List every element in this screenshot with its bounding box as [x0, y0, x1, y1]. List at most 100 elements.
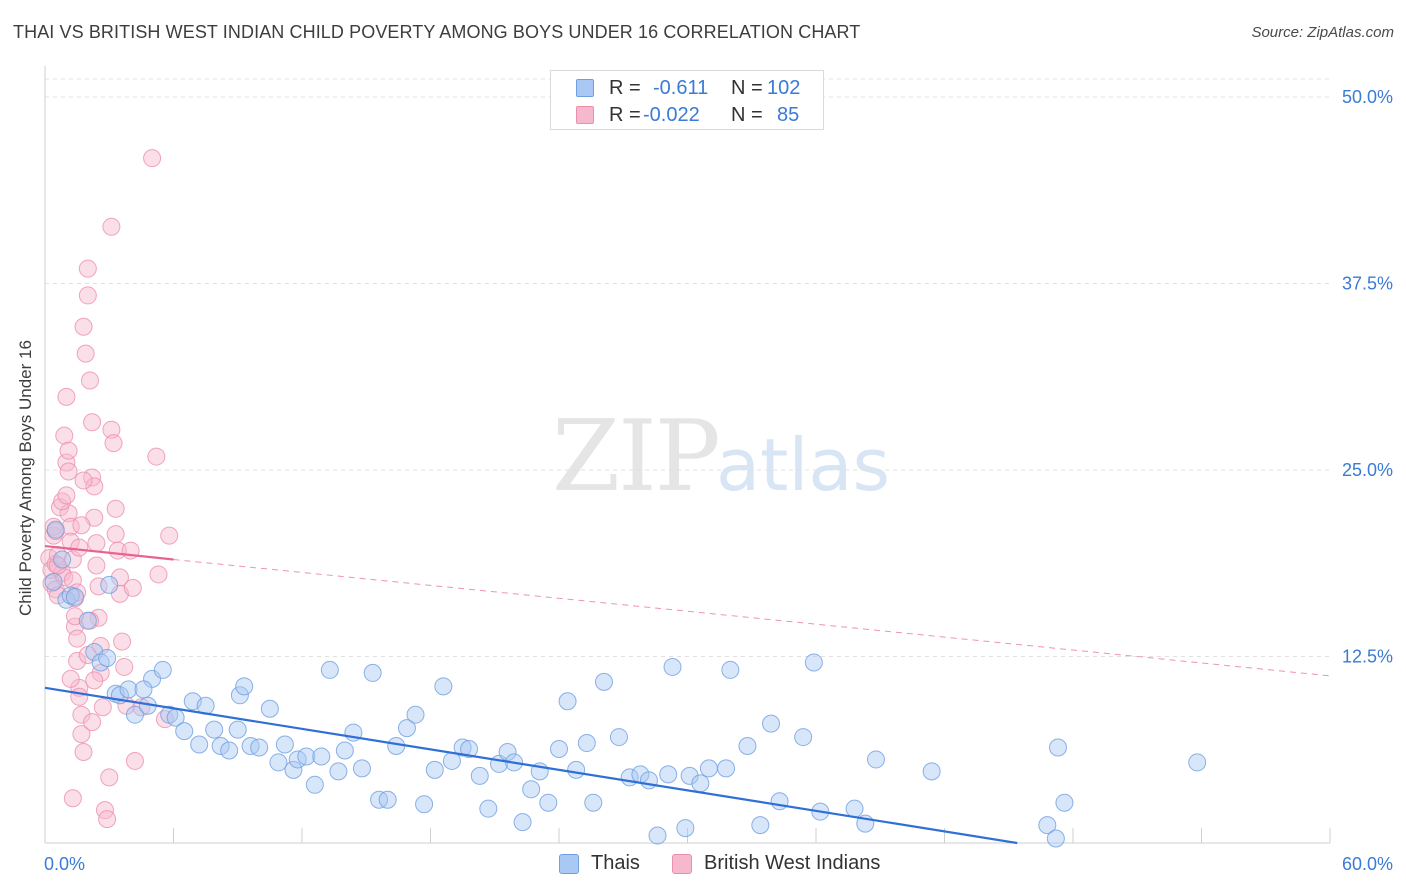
thai-point	[230, 686, 249, 705]
thai-point	[1049, 738, 1068, 757]
legend-n-value: 85	[777, 104, 800, 126]
bwi-point	[59, 462, 78, 481]
thai-point	[680, 766, 699, 785]
tick-labels: 12.5% 25.0% 37.5% 50.0% 0.0% 60.0%	[44, 87, 1393, 874]
legend-swatch-thais	[576, 79, 594, 97]
y-tick-label: 50.0%	[1342, 87, 1393, 107]
trend-lines	[44, 544, 1331, 845]
thai-point	[460, 740, 479, 759]
thai-point	[1046, 829, 1065, 848]
legend-n-label: N =	[731, 77, 763, 99]
bwi-point	[106, 499, 125, 518]
legend-r-label: R =	[609, 104, 641, 126]
thai-point	[845, 799, 864, 818]
legend-r-label: R =	[609, 77, 641, 99]
thai-point	[794, 728, 813, 747]
thai-point	[134, 680, 153, 699]
thai-point	[1188, 753, 1207, 772]
thai-point	[513, 813, 532, 832]
thai-point	[663, 657, 682, 676]
thai-point	[269, 753, 288, 772]
y-tick-label: 37.5%	[1342, 274, 1393, 294]
bwi-point	[68, 629, 87, 648]
thai-point	[453, 738, 472, 757]
thai-point	[65, 587, 84, 606]
thai-point	[738, 737, 757, 756]
thai-point	[751, 816, 770, 835]
y-tick-label: 12.5%	[1342, 647, 1393, 667]
thai-trend-line	[44, 686, 1018, 845]
bwi-point	[98, 810, 117, 829]
legend-row-thais: R = -0.611 N = 102	[551, 75, 823, 101]
thai-point	[275, 735, 294, 754]
chart-title: THAI VS BRITISH WEST INDIAN CHILD POVERT…	[13, 22, 861, 42]
bwi-point	[110, 568, 129, 587]
thai-point	[100, 575, 119, 594]
thai-point	[352, 759, 371, 778]
bwi-point	[95, 801, 114, 820]
thai-point	[211, 737, 230, 756]
thai-point	[329, 762, 348, 781]
bottom-legend-label-british-west-indians: British West Indians	[704, 852, 881, 874]
correlation-legend: R = -0.611 N = 102 R = -0.022 N = 85	[550, 70, 824, 130]
bwi-point	[104, 434, 123, 453]
thai-point	[648, 826, 667, 845]
thai-point	[78, 611, 97, 630]
thai-point	[220, 741, 239, 760]
thai-point	[479, 799, 498, 818]
thai-point	[190, 735, 209, 754]
bwi-point	[57, 387, 76, 406]
thai-point	[609, 728, 628, 747]
thai-point	[470, 766, 489, 785]
bwi-point	[72, 705, 91, 724]
thai-point	[699, 759, 718, 778]
thai-point	[98, 648, 117, 667]
bwi-point	[80, 371, 99, 390]
thai-point	[558, 692, 577, 711]
thai-point	[415, 795, 434, 814]
watermark-zip: ZIP	[552, 400, 719, 514]
bwi-point	[102, 217, 121, 236]
bwi-point	[149, 565, 168, 584]
legend-n-label: N =	[731, 104, 763, 126]
thai-point	[691, 774, 710, 793]
thai-point	[363, 663, 382, 682]
watermark: ZIP atlas	[552, 400, 890, 514]
bwi-point	[74, 317, 93, 336]
bwi-point	[61, 669, 80, 688]
thai-point	[53, 550, 72, 569]
bwi-point	[72, 516, 91, 535]
thai-point	[284, 760, 303, 779]
bwi-point	[87, 534, 106, 553]
bwi-point	[72, 725, 91, 744]
thai-point	[577, 734, 596, 753]
bwi-point	[59, 504, 78, 523]
bwi-point	[102, 420, 121, 439]
thai-point	[1038, 816, 1057, 835]
thai-point	[498, 742, 517, 761]
thai-point	[1055, 793, 1074, 812]
legend-n-value: 102	[767, 77, 801, 99]
legend-r-value: -0.611	[653, 77, 709, 99]
bottom-legend-label-thais: Thais	[591, 852, 640, 874]
legend-row-british-west-indians: R = -0.022 N = 85	[551, 102, 823, 128]
thai-point	[584, 793, 603, 812]
thai-point	[175, 722, 194, 741]
bwi-trend-line	[44, 544, 174, 561]
bwi-point	[74, 742, 93, 761]
thai-point	[676, 819, 695, 838]
bwi-point	[85, 671, 104, 690]
thai-point	[305, 775, 324, 794]
y-tick-label: 25.0%	[1342, 460, 1393, 480]
british-west-indians-points	[40, 149, 179, 829]
bwi-point	[100, 768, 119, 787]
bwi-point	[59, 441, 78, 460]
thai-point	[260, 699, 279, 718]
x-tick-label: 0.0%	[44, 854, 85, 874]
thai-point	[397, 719, 416, 738]
bwi-point	[74, 471, 93, 490]
thai-point	[205, 720, 224, 739]
bwi-point	[91, 663, 110, 682]
thai-point	[125, 705, 144, 724]
thai-point	[235, 677, 254, 696]
